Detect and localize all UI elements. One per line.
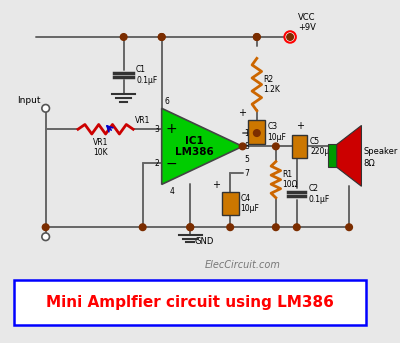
- Text: 1: 1: [244, 129, 249, 138]
- Circle shape: [294, 224, 300, 230]
- Text: C1
0.1μF: C1 0.1μF: [136, 65, 157, 85]
- Text: +: +: [238, 108, 246, 118]
- Text: C4
10μF: C4 10μF: [241, 194, 260, 213]
- Text: 8Ω: 8Ω: [363, 159, 375, 168]
- Text: VR1
10K: VR1 10K: [93, 138, 108, 157]
- Circle shape: [42, 233, 50, 240]
- Text: 3: 3: [154, 125, 159, 134]
- Text: +: +: [166, 122, 177, 136]
- Circle shape: [42, 105, 50, 112]
- Circle shape: [272, 143, 279, 150]
- Circle shape: [139, 224, 146, 230]
- Text: C5
220μF: C5 220μF: [310, 137, 334, 156]
- Bar: [328, 144, 337, 167]
- Circle shape: [284, 31, 296, 43]
- Text: +: +: [296, 121, 304, 131]
- Circle shape: [120, 34, 127, 40]
- Text: C3
10μF: C3 10μF: [267, 122, 286, 142]
- Circle shape: [187, 224, 194, 230]
- Circle shape: [158, 34, 165, 40]
- Text: ElecCircuit.com: ElecCircuit.com: [205, 260, 280, 270]
- Text: VR1: VR1: [135, 116, 150, 126]
- Text: 7: 7: [244, 168, 249, 177]
- Circle shape: [187, 224, 194, 230]
- Circle shape: [254, 34, 260, 40]
- Text: R2
1.2K: R2 1.2K: [264, 75, 280, 94]
- Circle shape: [254, 34, 260, 40]
- Circle shape: [158, 34, 165, 40]
- Text: 4: 4: [169, 187, 174, 196]
- Text: 2: 2: [154, 159, 159, 168]
- Text: IC1
LM386: IC1 LM386: [175, 135, 214, 157]
- Circle shape: [254, 130, 260, 137]
- Polygon shape: [162, 108, 242, 185]
- Text: 5: 5: [244, 155, 249, 164]
- Text: R1
10Ω: R1 10Ω: [282, 170, 298, 189]
- Circle shape: [287, 34, 294, 40]
- FancyBboxPatch shape: [14, 280, 366, 325]
- Text: Speaker: Speaker: [363, 146, 398, 156]
- Circle shape: [346, 224, 352, 230]
- Text: 8: 8: [244, 142, 249, 151]
- Bar: [292, 135, 307, 158]
- Text: C2
0.1μF: C2 0.1μF: [308, 184, 330, 204]
- Text: Mini Amplfier circuit using LM386: Mini Amplfier circuit using LM386: [46, 295, 334, 310]
- Circle shape: [272, 224, 279, 230]
- Text: +: +: [212, 180, 220, 190]
- Circle shape: [42, 224, 49, 230]
- Text: +: +: [286, 32, 294, 42]
- Bar: [222, 192, 239, 215]
- Polygon shape: [337, 126, 362, 186]
- Text: −: −: [166, 156, 177, 170]
- Text: GND: GND: [195, 237, 214, 246]
- Bar: [248, 120, 265, 144]
- Text: VCC
+9V: VCC +9V: [298, 13, 316, 32]
- Circle shape: [239, 143, 246, 150]
- Text: Input: Input: [18, 95, 41, 105]
- Circle shape: [227, 224, 234, 230]
- Text: 6: 6: [164, 97, 170, 106]
